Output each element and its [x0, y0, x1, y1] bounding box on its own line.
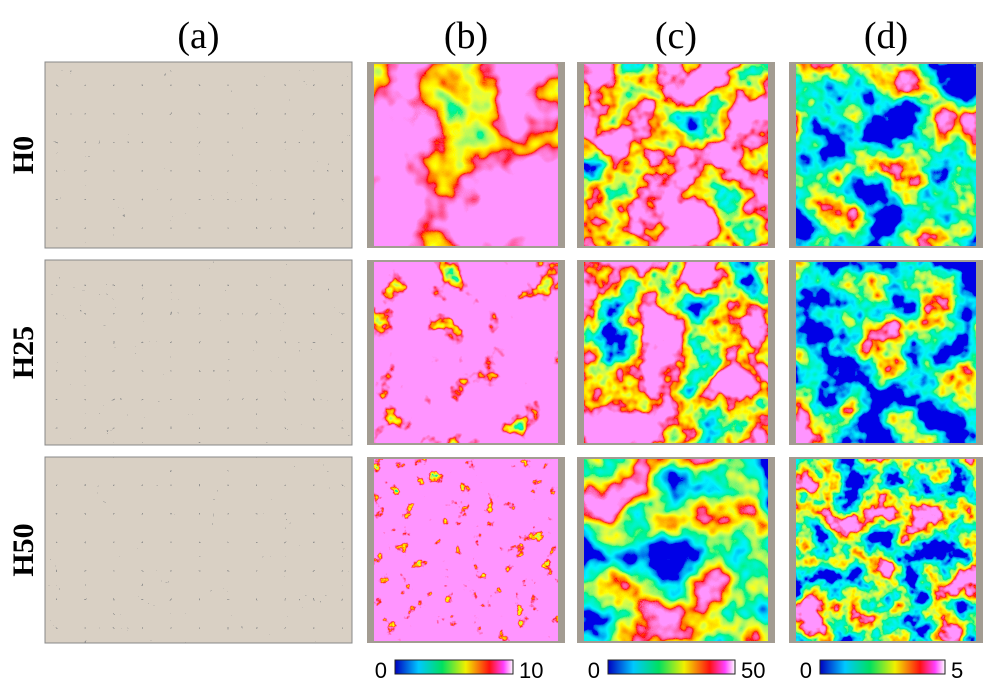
micrograph-texture	[45, 62, 352, 248]
column-label: (d)	[864, 15, 908, 57]
heatmap	[584, 459, 768, 641]
column-label: (b)	[444, 15, 488, 57]
colorbar-min: 0	[375, 658, 387, 683]
micrograph-texture	[45, 260, 352, 445]
colorbar	[395, 660, 513, 674]
colorbar	[608, 660, 735, 674]
heatmap	[584, 262, 768, 443]
heatmap	[796, 459, 976, 641]
colorbar	[820, 660, 945, 674]
colorbar-max: 5	[951, 658, 963, 683]
figure: (a)(b)(c)(d)H0H25H5001005005	[0, 0, 985, 683]
heatmap	[796, 262, 976, 443]
column-label: (a)	[177, 15, 219, 57]
row-label: H25	[7, 326, 40, 379]
column-label: (c)	[655, 15, 697, 57]
row-label: H0	[7, 136, 40, 174]
heatmap	[374, 64, 558, 246]
colorbar-min: 0	[800, 658, 812, 683]
heatmap	[374, 262, 558, 443]
micrograph-texture	[45, 457, 352, 643]
colorbar-max: 50	[741, 658, 765, 683]
heatmap	[796, 64, 976, 246]
row-label: H50	[7, 523, 40, 576]
colorbar-min: 0	[588, 658, 600, 683]
heatmap	[374, 459, 558, 641]
heatmap	[584, 64, 768, 246]
colorbar-max: 10	[519, 658, 543, 683]
